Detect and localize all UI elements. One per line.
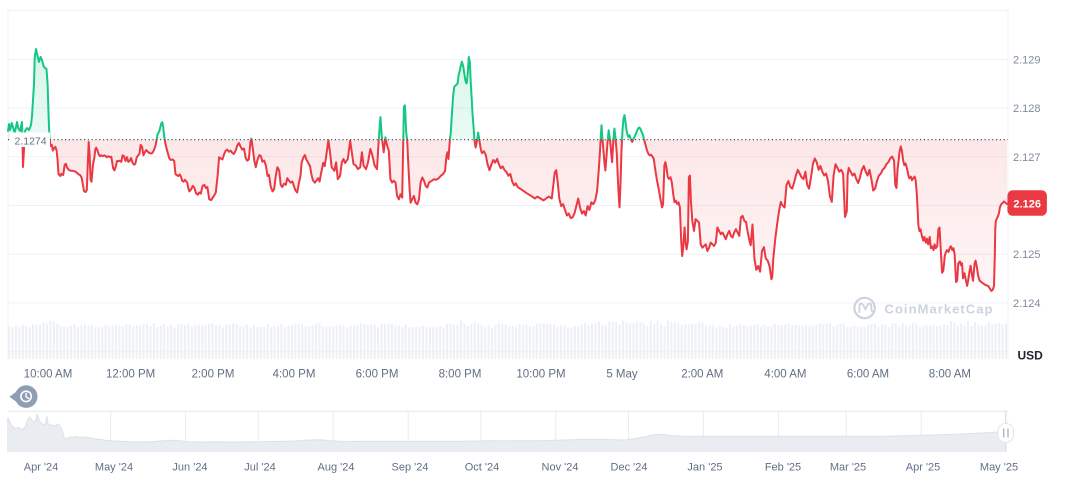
svg-text:2.128: 2.128: [1013, 103, 1041, 115]
svg-text:Nov '24: Nov '24: [542, 461, 579, 473]
svg-text:2.129: 2.129: [1013, 54, 1041, 66]
svg-text:Feb '25: Feb '25: [765, 461, 801, 473]
svg-text:2.125: 2.125: [1013, 249, 1041, 261]
svg-text:Dec '24: Dec '24: [611, 461, 648, 473]
svg-text:Oct '24: Oct '24: [465, 461, 500, 473]
svg-text:2.127: 2.127: [1013, 152, 1041, 164]
svg-text:Jun '24: Jun '24: [172, 461, 207, 473]
svg-text:Mar '25: Mar '25: [830, 461, 866, 473]
svg-text:4:00 AM: 4:00 AM: [764, 369, 806, 381]
svg-text:Apr '25: Apr '25: [906, 461, 941, 473]
svg-text:Aug '24: Aug '24: [318, 461, 355, 473]
svg-text:Sep '24: Sep '24: [392, 461, 429, 473]
svg-text:12:00 PM: 12:00 PM: [106, 369, 155, 381]
svg-text:6:00 PM: 6:00 PM: [356, 369, 399, 381]
svg-text:6:00 AM: 6:00 AM: [847, 369, 889, 381]
svg-text:2:00 PM: 2:00 PM: [192, 369, 235, 381]
svg-text:May '25: May '25: [980, 461, 1018, 473]
svg-text:4:00 PM: 4:00 PM: [273, 369, 316, 381]
svg-text:10:00 PM: 10:00 PM: [516, 369, 565, 381]
svg-text:8:00 AM: 8:00 AM: [929, 369, 971, 381]
svg-text:Jan '25: Jan '25: [687, 461, 722, 473]
svg-text:10:00 AM: 10:00 AM: [24, 369, 73, 381]
svg-text:2:00 AM: 2:00 AM: [681, 369, 723, 381]
svg-text:2.126: 2.126: [1013, 199, 1041, 211]
svg-text:USD: USD: [1018, 349, 1044, 363]
svg-text:CoinMarketCap: CoinMarketCap: [885, 301, 994, 316]
svg-text:2.124: 2.124: [1013, 298, 1041, 310]
svg-text:May '24: May '24: [95, 461, 133, 473]
svg-text:2.1274: 2.1274: [15, 135, 47, 147]
svg-text:Apr '24: Apr '24: [24, 461, 59, 473]
svg-text:8:00 PM: 8:00 PM: [439, 369, 482, 381]
svg-text:5 May: 5 May: [606, 369, 638, 381]
svg-text:Jul '24: Jul '24: [244, 461, 275, 473]
